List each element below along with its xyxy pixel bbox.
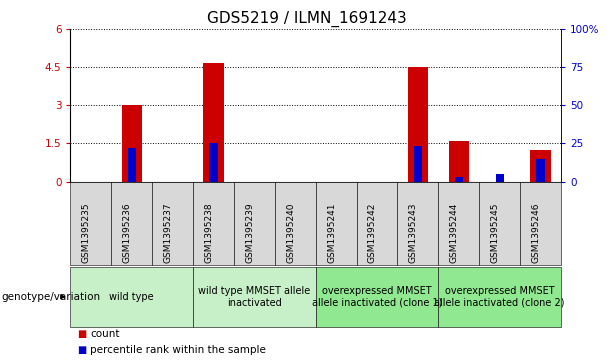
Text: GSM1395246: GSM1395246 [531, 203, 541, 263]
Text: GSM1395240: GSM1395240 [286, 203, 295, 263]
Bar [210, 143, 218, 182]
Text: wild type MMSET allele
inactivated: wild type MMSET allele inactivated [198, 286, 311, 307]
Text: percentile rank within the sample: percentile rank within the sample [90, 345, 266, 355]
Text: GSM1395244: GSM1395244 [450, 203, 459, 263]
Text: GSM1395245: GSM1395245 [490, 203, 500, 263]
Bar [128, 148, 136, 182]
Text: GSM1395237: GSM1395237 [164, 203, 173, 263]
Text: GSM1395243: GSM1395243 [409, 203, 418, 263]
Text: overexpressed MMSET
allele inactivated (clone 2): overexpressed MMSET allele inactivated (… [435, 286, 565, 307]
Text: overexpressed MMSET
allele inactivated (clone 1): overexpressed MMSET allele inactivated (… [312, 286, 442, 307]
Text: genotype/variation: genotype/variation [1, 292, 101, 302]
Text: GSM1395242: GSM1395242 [368, 203, 377, 263]
Bar [204, 63, 224, 182]
Bar [121, 105, 142, 182]
Bar [536, 159, 544, 182]
Text: ■: ■ [77, 345, 86, 355]
Bar [449, 141, 469, 182]
Text: GSM1395236: GSM1395236 [123, 203, 132, 263]
Text: wild type: wild type [110, 292, 154, 302]
Bar [414, 146, 422, 182]
Bar [455, 177, 463, 182]
Bar [495, 174, 504, 182]
Text: GSM1395241: GSM1395241 [327, 203, 336, 263]
Text: GSM1395235: GSM1395235 [82, 203, 91, 263]
Text: GDS5219 / ILMN_1691243: GDS5219 / ILMN_1691243 [207, 11, 406, 27]
Text: ■: ■ [77, 329, 86, 339]
Bar [530, 150, 550, 182]
Text: GSM1395238: GSM1395238 [205, 203, 213, 263]
Text: count: count [90, 329, 120, 339]
Text: GSM1395239: GSM1395239 [245, 203, 254, 263]
Bar [408, 67, 428, 182]
